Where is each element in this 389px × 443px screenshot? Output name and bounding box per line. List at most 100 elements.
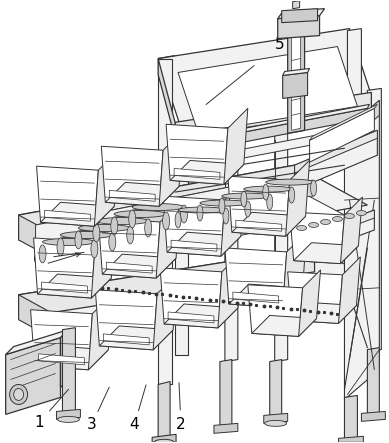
Polygon shape (283, 69, 310, 75)
Polygon shape (95, 290, 157, 350)
Ellipse shape (75, 231, 82, 249)
Polygon shape (170, 160, 244, 184)
Ellipse shape (96, 218, 148, 225)
Polygon shape (294, 130, 377, 173)
Polygon shape (225, 90, 238, 361)
Polygon shape (233, 292, 279, 303)
Ellipse shape (109, 233, 116, 251)
Ellipse shape (241, 191, 247, 207)
Polygon shape (200, 201, 248, 221)
Polygon shape (95, 150, 118, 226)
Polygon shape (294, 243, 358, 264)
Polygon shape (114, 212, 166, 235)
Text: 4: 4 (130, 417, 139, 432)
Polygon shape (290, 212, 345, 264)
Text: 3: 3 (87, 417, 96, 432)
Polygon shape (91, 222, 115, 298)
Ellipse shape (333, 217, 342, 222)
Polygon shape (293, 1, 300, 9)
Polygon shape (228, 176, 290, 236)
Polygon shape (278, 9, 324, 19)
Polygon shape (222, 194, 270, 214)
Polygon shape (266, 180, 314, 200)
Polygon shape (156, 202, 180, 278)
Polygon shape (158, 58, 175, 138)
Ellipse shape (154, 439, 174, 443)
Polygon shape (347, 29, 361, 352)
Ellipse shape (297, 225, 307, 230)
Polygon shape (160, 268, 222, 328)
Polygon shape (270, 360, 282, 421)
Polygon shape (283, 73, 308, 98)
Polygon shape (98, 218, 160, 278)
Polygon shape (19, 165, 294, 240)
Polygon shape (19, 215, 92, 280)
Polygon shape (166, 124, 228, 184)
Ellipse shape (180, 205, 187, 223)
Ellipse shape (132, 203, 184, 210)
Polygon shape (288, 26, 305, 133)
Ellipse shape (222, 193, 270, 199)
Polygon shape (225, 248, 287, 308)
Polygon shape (345, 396, 357, 442)
Ellipse shape (145, 219, 152, 237)
Ellipse shape (245, 201, 251, 217)
Polygon shape (367, 348, 379, 420)
Polygon shape (264, 413, 288, 424)
Polygon shape (167, 232, 241, 256)
Ellipse shape (263, 184, 269, 200)
Polygon shape (252, 315, 317, 336)
Ellipse shape (111, 217, 118, 235)
Polygon shape (282, 9, 317, 23)
Polygon shape (19, 165, 367, 255)
Polygon shape (275, 70, 288, 361)
Polygon shape (63, 328, 75, 416)
Text: 5: 5 (275, 37, 285, 52)
Ellipse shape (266, 179, 314, 185)
Polygon shape (103, 334, 149, 345)
Ellipse shape (265, 420, 287, 426)
Ellipse shape (219, 198, 225, 214)
Polygon shape (178, 208, 226, 228)
Polygon shape (164, 304, 238, 328)
Ellipse shape (58, 416, 79, 422)
Polygon shape (310, 109, 374, 162)
Ellipse shape (93, 224, 100, 242)
Polygon shape (60, 233, 112, 256)
Ellipse shape (127, 226, 134, 244)
Polygon shape (294, 210, 374, 260)
Ellipse shape (310, 180, 317, 196)
Polygon shape (338, 257, 360, 323)
Polygon shape (88, 294, 112, 370)
Polygon shape (338, 436, 363, 442)
Polygon shape (292, 29, 301, 130)
Polygon shape (248, 285, 303, 336)
Polygon shape (286, 160, 310, 236)
Polygon shape (220, 360, 232, 431)
Polygon shape (288, 272, 342, 323)
Polygon shape (340, 197, 363, 264)
Polygon shape (221, 180, 245, 256)
Polygon shape (33, 238, 95, 298)
Polygon shape (163, 196, 225, 256)
Polygon shape (175, 109, 367, 155)
Ellipse shape (267, 194, 273, 210)
Polygon shape (35, 178, 345, 262)
Ellipse shape (79, 225, 130, 232)
Polygon shape (60, 330, 68, 388)
Polygon shape (175, 93, 371, 138)
Ellipse shape (42, 238, 95, 245)
Polygon shape (19, 295, 82, 354)
Polygon shape (292, 303, 356, 323)
Ellipse shape (129, 210, 136, 228)
Polygon shape (229, 284, 303, 308)
Polygon shape (79, 226, 130, 249)
Ellipse shape (91, 240, 98, 258)
Ellipse shape (197, 205, 203, 221)
Polygon shape (99, 326, 173, 350)
Polygon shape (153, 274, 177, 350)
Polygon shape (294, 130, 377, 190)
Ellipse shape (178, 207, 226, 213)
Polygon shape (158, 58, 172, 385)
Polygon shape (105, 183, 179, 206)
